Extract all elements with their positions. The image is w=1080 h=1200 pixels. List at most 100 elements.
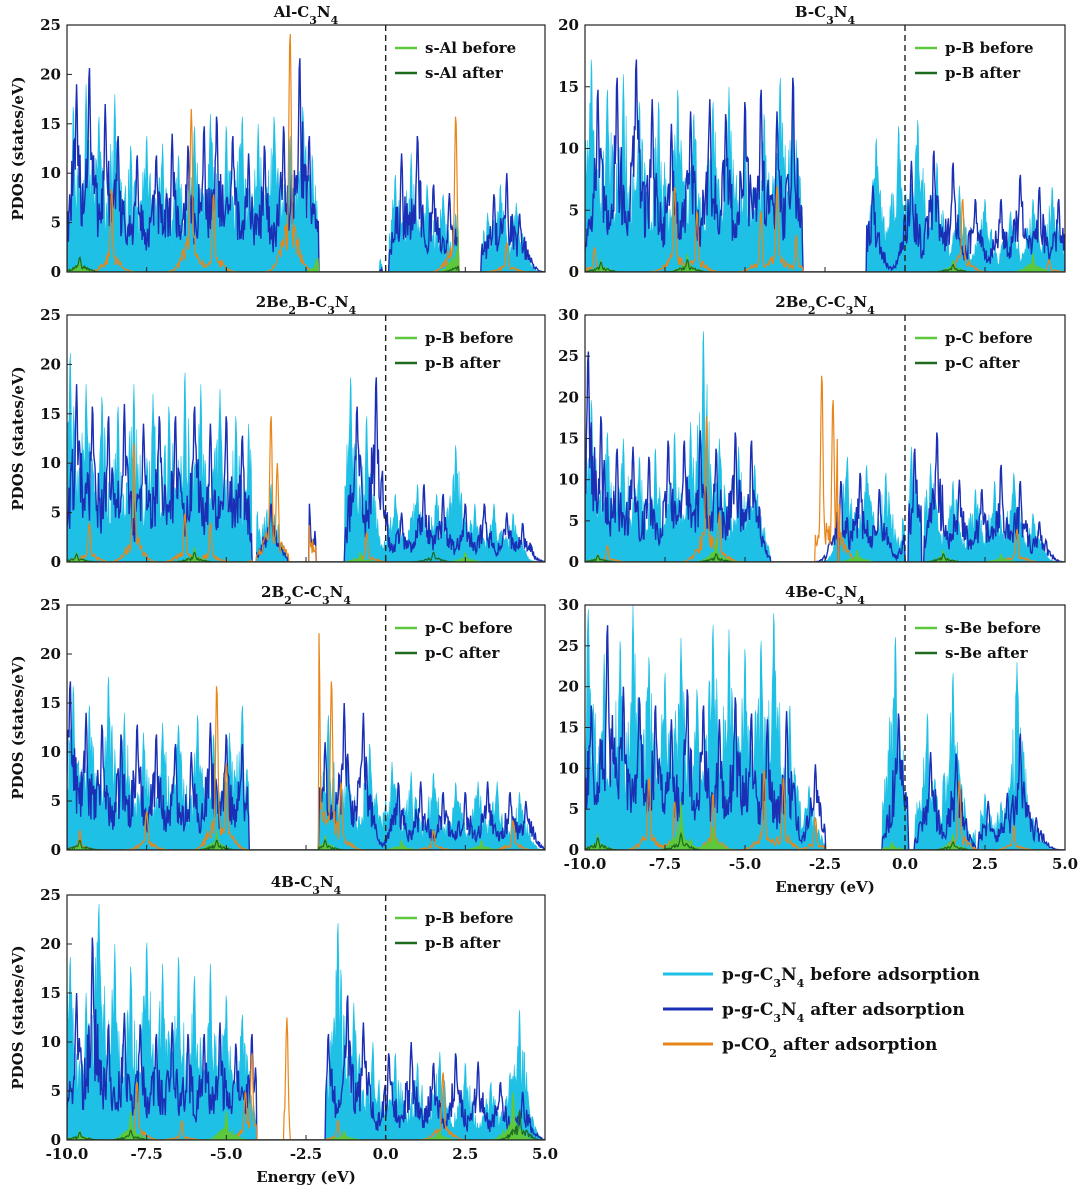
x-tick-label: 5.0 <box>1052 855 1078 873</box>
y-tick-label: 5 <box>51 792 61 810</box>
x-tick-label: -2.5 <box>809 855 841 873</box>
panel-title: B-C3​N4​ <box>795 3 856 27</box>
plot-area <box>585 605 1065 850</box>
y-tick-label: 10 <box>558 471 579 489</box>
panel-legend: s-Al before s-Al after <box>395 39 516 82</box>
y-tick-label: 15 <box>40 984 61 1002</box>
y-tick-label: 10 <box>40 164 61 182</box>
y-tick-label: 25 <box>40 596 61 614</box>
panel-4: 2Be2​C-C3​N4​ 0 5 10 15 20 25 30 p-C before p-C a… <box>558 293 1066 571</box>
y-tick-label: 5 <box>51 1082 61 1100</box>
legend-label: p-C after <box>425 644 501 662</box>
y-tick-label: 25 <box>40 16 61 34</box>
panel-legend: p-B before p-B after <box>915 39 1034 82</box>
global-legend: p-g-C3​N4​ before adsorption p-g-C3​N4​ a… <box>663 965 980 1060</box>
series-p-co2-after-adsorption <box>67 633 545 850</box>
y-tick-label: 15 <box>40 694 61 712</box>
y-tick-label: 25 <box>40 306 61 324</box>
legend-label: s-Al before <box>425 39 516 57</box>
y-axis-label: PDOS (states/eV) <box>9 655 27 799</box>
y-tick-label: 5 <box>51 504 61 522</box>
plot-area <box>585 59 1065 272</box>
panel-title: 2B2​C-C3​N4​ <box>261 583 351 607</box>
y-tick-label: 20 <box>558 16 579 34</box>
x-tick-label: 0.0 <box>373 1145 399 1163</box>
panel-1: Al-C3​N4​ 0 5 10 15 20 25 PDOS (states/eV) s-Al … <box>9 3 546 281</box>
panel-title: 4B-C3​N4​ <box>271 873 342 897</box>
x-tick-label: 2.5 <box>972 855 998 873</box>
y-axis-label: PDOS (states/eV) <box>9 945 27 1089</box>
panel-legend: p-C before p-C after <box>395 619 513 662</box>
y-tick-label: 20 <box>40 645 61 663</box>
y-tick-label: 20 <box>558 678 579 696</box>
plot-area <box>67 633 545 850</box>
global-legend-label: p-CO2​ after adsorption <box>722 1035 937 1060</box>
y-tick-label: 15 <box>558 719 579 737</box>
y-tick-label: 0 <box>569 553 579 571</box>
y-axis-label: PDOS (states/eV) <box>9 366 27 510</box>
panel-title: 4Be-C3​N4​ <box>785 583 865 607</box>
plot-area <box>67 353 545 562</box>
global-legend-label: p-g-C3​N4​ before adsorption <box>722 965 980 990</box>
y-tick-label: 5 <box>569 800 579 818</box>
series-p-g-c3n4-after-adsorption <box>67 377 545 562</box>
series-p-co2-after-adsorption <box>67 33 545 272</box>
panel-title: Al-C3​N4​ <box>273 3 339 27</box>
legend-label: p-B before <box>945 39 1034 57</box>
x-axis-label: Energy (eV) <box>256 1168 356 1186</box>
y-tick-label: 10 <box>558 140 579 158</box>
y-tick-label: 15 <box>558 78 579 96</box>
y-tick-label: 20 <box>40 935 61 953</box>
panel-title: 2Be2​B-C3​N4​ <box>256 293 357 317</box>
y-tick-label: 0 <box>51 263 61 281</box>
x-axis-label: Energy (eV) <box>775 878 875 896</box>
x-tick-label: -2.5 <box>290 1145 322 1163</box>
panel-6: 4Be-C3​N4​ 0 5 10 15 20 25 30 -10.0 -7.5 -5.0 -2.5 0… <box>558 583 1078 896</box>
panel-5: 2B2​C-C3​N4​ 0 5 10 15 20 25 PDOS (states/eV) p-… <box>9 583 546 859</box>
y-tick-label: 20 <box>558 388 579 406</box>
series-p-g-c3n4-after-adsorption <box>585 625 1065 850</box>
legend-label: p-B before <box>425 909 514 927</box>
y-tick-label: 0 <box>569 841 579 859</box>
panel-legend: p-B before p-B after <box>395 909 514 952</box>
y-tick-label: 25 <box>558 637 579 655</box>
series-p-g-c3n4-after-adsorption <box>585 59 1065 272</box>
x-tick-label: -7.5 <box>649 855 681 873</box>
x-tick-label: 0.0 <box>892 855 918 873</box>
y-tick-label: 15 <box>40 405 61 423</box>
series-p-co2-after-adsorption <box>585 375 1065 562</box>
panel-3: 2Be2​B-C3​N4​ 0 5 10 15 20 25 PDOS (states/eV) p… <box>9 293 546 571</box>
y-tick-label: 0 <box>51 841 61 859</box>
legend-label: p-B after <box>425 934 501 952</box>
y-tick-label: 5 <box>569 512 579 530</box>
legend-label: s-Al after <box>425 64 504 82</box>
legend-label: p-B before <box>425 329 514 347</box>
legend-label: s-Be after <box>945 644 1029 662</box>
y-tick-label: 30 <box>558 306 579 324</box>
y-tick-label: 10 <box>40 1033 61 1051</box>
panel-2: B-C3​N4​ 0 5 10 15 20 p-B before p-B after <box>558 3 1066 281</box>
x-tick-label: -10.0 <box>564 855 607 873</box>
y-tick-label: 0 <box>569 263 579 281</box>
panel-legend: p-B before p-B after <box>395 329 514 372</box>
legend-label: p-C before <box>425 619 513 637</box>
y-tick-label: 15 <box>40 115 61 133</box>
y-tick-label: 20 <box>40 65 61 83</box>
y-tick-label: 25 <box>40 886 61 904</box>
x-tick-label: -5.0 <box>210 1145 242 1163</box>
y-tick-label: 10 <box>40 454 61 472</box>
series-p-g-c3n4-before-adsorption <box>67 353 545 562</box>
legend-label: p-B after <box>425 354 501 372</box>
global-legend-label: p-g-C3​N4​ after adsorption <box>722 1000 965 1025</box>
y-tick-label: 10 <box>558 759 579 777</box>
y-tick-label: 30 <box>558 596 579 614</box>
series-p-g-c3n4-before-adsorption <box>585 605 1065 850</box>
y-tick-label: 10 <box>40 743 61 761</box>
y-tick-label: 0 <box>51 553 61 571</box>
panel-legend: p-C before p-C after <box>915 329 1033 372</box>
x-tick-label: 2.5 <box>452 1145 478 1163</box>
legend-label: p-C before <box>945 329 1033 347</box>
x-tick-label: 5.0 <box>532 1145 558 1163</box>
y-tick-label: 15 <box>558 430 579 448</box>
y-axis-label: PDOS (states/eV) <box>9 76 27 220</box>
